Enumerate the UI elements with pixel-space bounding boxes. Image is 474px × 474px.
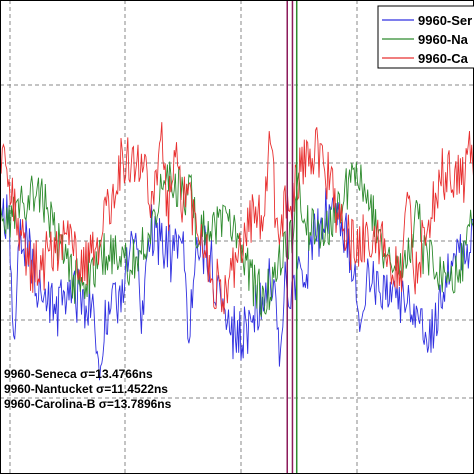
stat-nantucket: 9960-Nantucket σ=11.4522ns [4, 382, 168, 396]
stat-carolina: 9960-Carolina-B σ=13.7896ns [4, 397, 172, 411]
legend-label: 9960-Ca [418, 51, 469, 66]
vertical-markers [286, 0, 298, 474]
legend-box [377, 5, 474, 69]
sigma-annotations: 9960-Seneca σ=13.4766ns 9960-Nantucket σ… [4, 367, 172, 411]
legend-label: 9960-Na [418, 32, 469, 47]
legend: 9960-Ser 9960-Na 9960-Ca [377, 5, 474, 69]
series-layer [0, 122, 474, 381]
stat-seneca: 9960-Seneca σ=13.4766ns [4, 367, 153, 381]
legend-label: 9960-Ser [418, 13, 472, 28]
series-line-9960-carolina-b [0, 122, 474, 315]
